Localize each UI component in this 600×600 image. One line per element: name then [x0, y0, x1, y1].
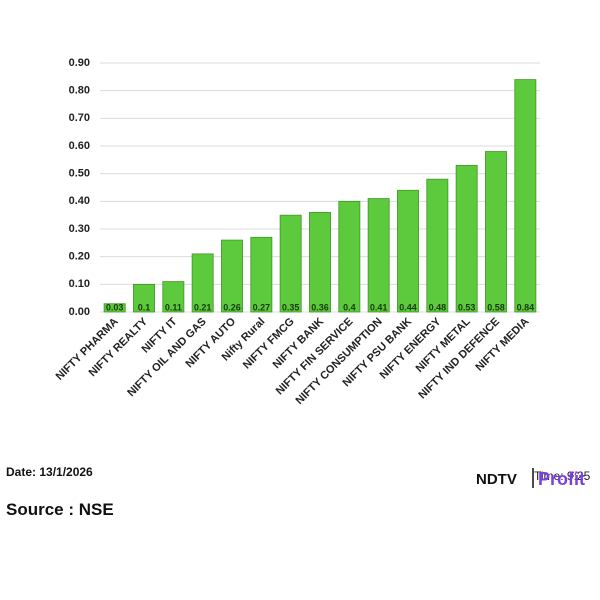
value-label: 0.58 [487, 302, 505, 312]
value-label: 0.03 [106, 302, 124, 312]
bar [485, 151, 507, 313]
y-tick-label: 0.20 [69, 251, 90, 263]
value-label: 0.21 [194, 302, 212, 312]
value-label: 0.48 [429, 302, 447, 312]
bar [338, 200, 361, 313]
value-label: 0.11 [165, 302, 182, 312]
bar [514, 79, 537, 313]
bar [162, 281, 185, 313]
value-label: 0.26 [223, 302, 241, 312]
y-tick-label: 0.30 [69, 223, 90, 235]
y-tick-label: 0.60 [69, 140, 90, 152]
bar [367, 198, 390, 313]
bar [250, 236, 273, 313]
y-tick-label: 0.10 [69, 278, 90, 290]
bar [309, 211, 331, 313]
value-label: 0.53 [458, 302, 476, 312]
value-label: 0.84 [517, 302, 535, 312]
y-tick-label: 0.90 [69, 57, 90, 69]
value-label: 0.1 [138, 302, 151, 312]
bar [397, 189, 419, 313]
y-tick-label: 0.40 [69, 195, 90, 207]
bar [133, 283, 155, 313]
y-tick-label: 0.00 [69, 306, 90, 318]
value-label: 0.41 [370, 302, 388, 312]
value-label: 0.44 [399, 302, 417, 312]
bar [103, 303, 126, 313]
bar [191, 253, 214, 313]
bar [279, 214, 302, 313]
value-label: 0.4 [343, 302, 356, 312]
bar [455, 164, 478, 313]
y-tick-label: 0.70 [69, 112, 90, 124]
bar [426, 178, 449, 313]
value-label: 0.35 [282, 302, 300, 312]
y-tick-label: 0.80 [69, 85, 90, 97]
x-tick-label: NIFTY MEDIA [473, 316, 531, 374]
bar [221, 239, 243, 313]
time: Time: 9:25 [534, 469, 591, 483]
value-label: 0.27 [253, 302, 271, 312]
value-label: 0.36 [311, 302, 329, 312]
source: Source : NSE [6, 500, 114, 519]
y-tick-label: 0.50 [69, 168, 90, 180]
brand-logo: NDTV [476, 471, 517, 488]
brand-logo-2: Profit [538, 469, 585, 489]
date: Date: 13/1/2026 [6, 465, 93, 479]
